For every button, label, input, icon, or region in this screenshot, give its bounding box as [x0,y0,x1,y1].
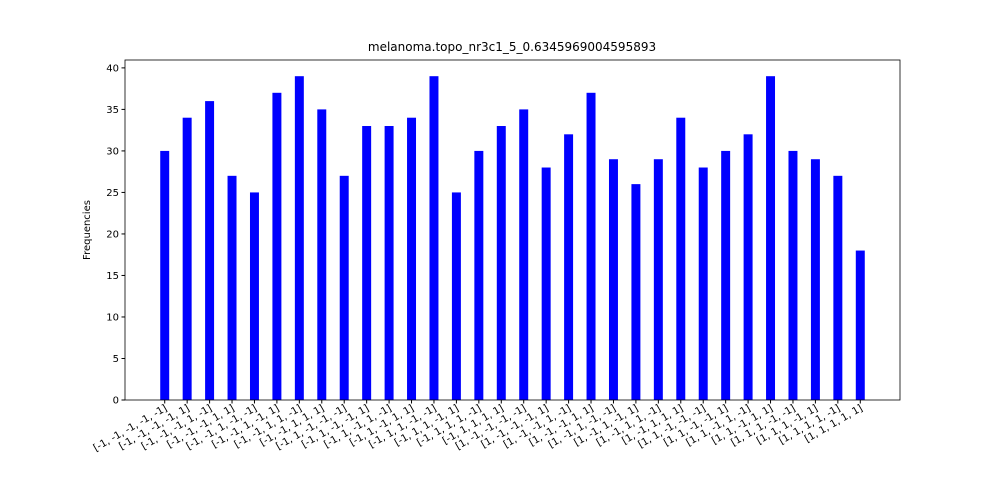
y-axis-label: Frequencies [82,200,93,260]
bar [608,159,618,400]
bar [474,150,484,400]
bar [496,126,506,400]
bar [294,76,304,400]
bar [160,150,170,400]
bar [317,109,327,401]
bar [227,175,237,400]
bar [407,117,417,400]
bar [451,192,461,400]
bar [810,159,820,400]
bar [182,117,192,400]
y-tick-label: 15 [106,271,119,282]
bar [788,150,798,400]
bar [339,175,349,400]
y-tick-label: 30 [106,146,119,157]
bar [743,134,753,401]
bar [564,134,574,401]
bar [384,126,394,400]
y-tick-label: 25 [106,188,119,199]
bar [631,184,641,400]
bar [833,175,843,400]
bar [676,117,686,400]
bar [429,76,439,400]
bar [586,92,596,401]
bar [519,109,529,401]
y-tick-label: 0 [113,396,119,407]
bar [855,250,865,400]
chart-title: melanoma.topo_nr3c1_5_0.6345969004595893 [368,40,656,54]
y-tick-label: 20 [106,229,119,240]
y-tick-label: 40 [106,63,119,74]
bar [249,192,259,400]
bar [541,167,551,400]
bar [362,126,372,400]
bar [766,76,776,400]
bar [721,150,731,400]
y-tick-label: 10 [106,312,119,323]
bar [653,159,663,400]
bar [272,92,282,401]
plot-frame [124,59,901,401]
bar [205,101,215,400]
y-tick-label: 5 [113,354,119,365]
bar [698,167,708,400]
y-tick-label: 35 [106,105,119,116]
